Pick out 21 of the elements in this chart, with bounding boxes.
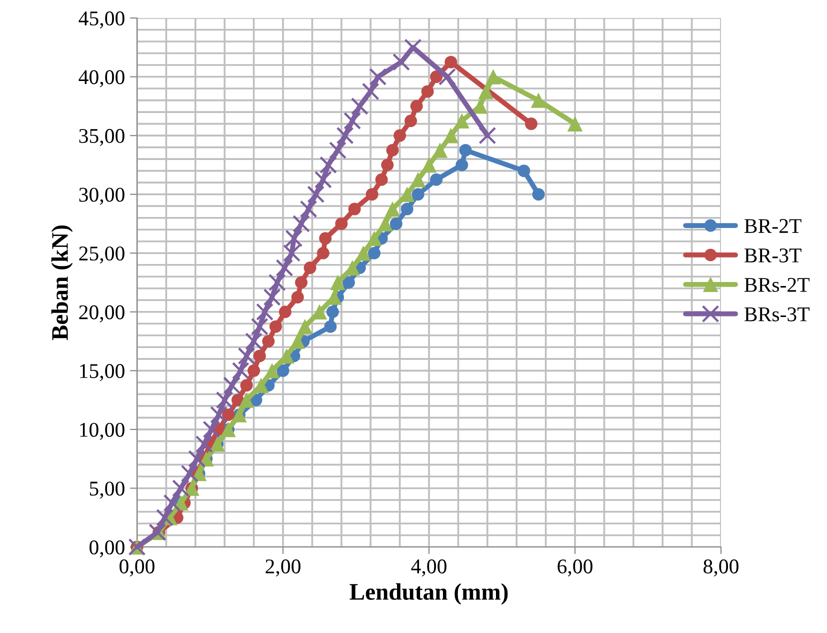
x-tick-label: 4,00: [411, 559, 446, 576]
y-tick-label: 25,00: [79, 246, 124, 264]
legend-label: BR-3T: [744, 248, 802, 262]
y-tick-label: 15,00: [80, 364, 124, 382]
y-tick-label: 35,00: [79, 128, 124, 146]
legend-label: BRs-3T: [744, 307, 810, 322]
x-tick-label: 0,00: [120, 559, 154, 576]
y-tick-label: 40,00: [78, 70, 124, 88]
y-tick-label: 45,00: [78, 11, 124, 28]
x-axis-title: Lendutan (mm): [350, 583, 508, 605]
legend-label: BRs-2T: [744, 278, 810, 292]
y-tick-label: 20,00: [79, 305, 124, 322]
y-tick-label: 30,00: [79, 188, 124, 205]
x-tick-label: 8,00: [704, 559, 738, 576]
y-tick-label: 5,00: [90, 482, 124, 499]
y-tick-label: 10,00: [80, 422, 124, 440]
y-axis-title: Beban (kN): [51, 225, 73, 340]
x-tick-label: 2,00: [266, 559, 300, 576]
x-tick-label: 6,00: [558, 559, 592, 576]
legend-label: BR-2T: [744, 219, 802, 233]
y-tick-label: 0,00: [90, 540, 124, 558]
